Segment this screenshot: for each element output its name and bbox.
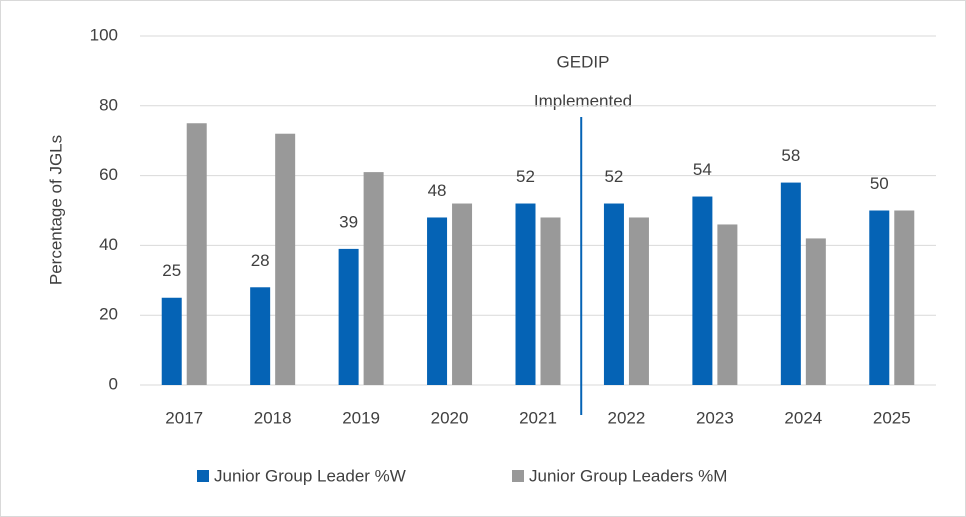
data-label: 28 — [251, 251, 270, 270]
bar — [452, 203, 473, 385]
bar — [250, 287, 271, 385]
bar — [717, 224, 738, 385]
data-label: 52 — [604, 167, 623, 186]
annotation: Implemented — [534, 91, 632, 110]
legend-label: Junior Group Leader %W — [214, 466, 406, 485]
legend-label: Junior Group Leaders %M — [529, 466, 727, 485]
x-tick-label: 2021 — [519, 408, 557, 427]
x-tick-label: 2022 — [608, 408, 646, 427]
data-label: 50 — [870, 174, 889, 193]
x-tick-label: 2018 — [254, 408, 292, 427]
data-label: 54 — [693, 160, 712, 179]
legend-swatch — [197, 470, 209, 482]
bar — [540, 217, 561, 385]
bar — [515, 203, 536, 385]
bar — [894, 210, 915, 385]
bar — [338, 248, 359, 385]
x-tick-label: 2025 — [873, 408, 911, 427]
x-tick-label: 2019 — [342, 408, 380, 427]
bar — [363, 172, 384, 385]
y-tick-label: 40 — [99, 235, 118, 254]
data-label: 39 — [339, 212, 358, 231]
bar — [427, 217, 448, 385]
bar — [780, 182, 801, 385]
y-tick-label: 60 — [99, 165, 118, 184]
data-label: 52 — [516, 167, 535, 186]
x-tick-label: 2017 — [165, 408, 203, 427]
bar — [275, 133, 296, 385]
bar — [603, 203, 624, 385]
data-label: 48 — [428, 181, 447, 200]
bar — [186, 123, 207, 385]
y-tick-label: 20 — [99, 305, 118, 324]
data-label: 58 — [781, 146, 800, 165]
legend-swatch — [512, 470, 524, 482]
annotation: GEDIP — [557, 52, 610, 71]
y-tick-label: 100 — [90, 25, 118, 44]
bar — [692, 196, 713, 385]
y-tick-label: 80 — [99, 95, 118, 114]
y-tick-label: 0 — [109, 374, 118, 393]
y-axis-label: Percentage of JGLs — [46, 135, 65, 285]
bar — [628, 217, 649, 385]
data-label: 25 — [162, 261, 181, 280]
x-tick-label: 2020 — [431, 408, 469, 427]
bar — [161, 297, 182, 385]
bar — [805, 238, 826, 385]
x-tick-label: 2024 — [784, 408, 822, 427]
x-tick-label: 2023 — [696, 408, 734, 427]
bar — [869, 210, 890, 385]
